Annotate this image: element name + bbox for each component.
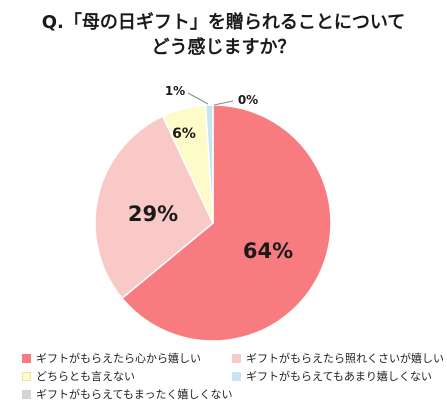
pie-label-very-happy: 64% (243, 239, 293, 263)
legend-swatch-neutral (22, 371, 31, 381)
pie-slices (94, 104, 332, 342)
legend-label-shy-but-happy: ギフトがもらえたら照れくさいが嬉しい (246, 352, 444, 365)
leader-line-not-happy-at-all (213, 100, 234, 106)
legend-item-very-happy: ギフトがもらえたら心から嬉しい (22, 350, 201, 366)
pie-slice-not-very-happy (204, 104, 214, 224)
legend-label-neutral: どちらとも言えない (36, 370, 135, 383)
legend-swatch-not-very-happy (232, 371, 241, 381)
pie-label-shy-but-happy: 29% (128, 202, 178, 226)
legend-swatch-shy-but-happy (232, 353, 241, 363)
pie-label-neutral: 6% (172, 126, 196, 142)
pie-slice-very-happy (121, 104, 332, 342)
legend-swatch-very-happy (22, 353, 31, 363)
legend-item-shy-but-happy: ギフトがもらえたら照れくさいが嬉しい (232, 350, 444, 366)
chart-title-line-1: Q.「母の日ギフト」を贈られることについて (41, 12, 406, 33)
legend-item-not-very-happy: ギフトがもらえてもあまり嬉しくない (232, 368, 432, 384)
legend-item-not-happy-at-all: ギフトがもらえてもまったく嬉しくない (22, 386, 232, 402)
chart-title: Q.「母の日ギフト」を贈られることについて どう感じますか？ (0, 10, 447, 60)
legend-label-not-very-happy: ギフトがもらえてもあまり嬉しくない (246, 370, 432, 383)
legend-label-not-happy-at-all: ギフトがもらえてもまったく嬉しくない (36, 388, 233, 401)
legend-item-neutral: どちらとも言えない (22, 368, 135, 384)
pie-labels: 64% 29% 6% 1% 0% (128, 84, 293, 263)
pie-label-not-very-happy: 1% (165, 84, 185, 98)
pie-label-not-happy-at-all: 0% (238, 93, 258, 107)
legend-label-very-happy: ギフトがもらえたら心から嬉しい (36, 352, 201, 365)
legend-swatch-not-happy-at-all (22, 389, 31, 399)
leader-line-not-very-happy (187, 92, 209, 105)
chart-title-line-2: どう感じますか？ (151, 37, 296, 58)
